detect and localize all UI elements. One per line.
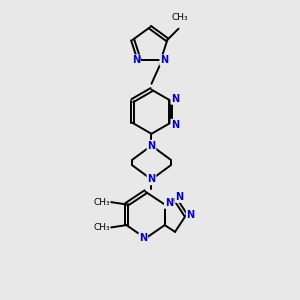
Text: N: N <box>175 192 183 202</box>
Text: N: N <box>171 94 179 104</box>
Text: CH₃: CH₃ <box>172 13 188 22</box>
Text: N: N <box>165 198 173 208</box>
Text: N: N <box>147 141 155 151</box>
Text: N: N <box>171 119 179 130</box>
Text: N: N <box>132 55 140 65</box>
Text: CH₃: CH₃ <box>93 198 110 207</box>
Text: N: N <box>147 174 155 184</box>
Text: N: N <box>187 210 195 220</box>
Text: N: N <box>139 233 147 243</box>
Text: CH₃: CH₃ <box>93 223 110 232</box>
Text: N: N <box>160 55 168 65</box>
